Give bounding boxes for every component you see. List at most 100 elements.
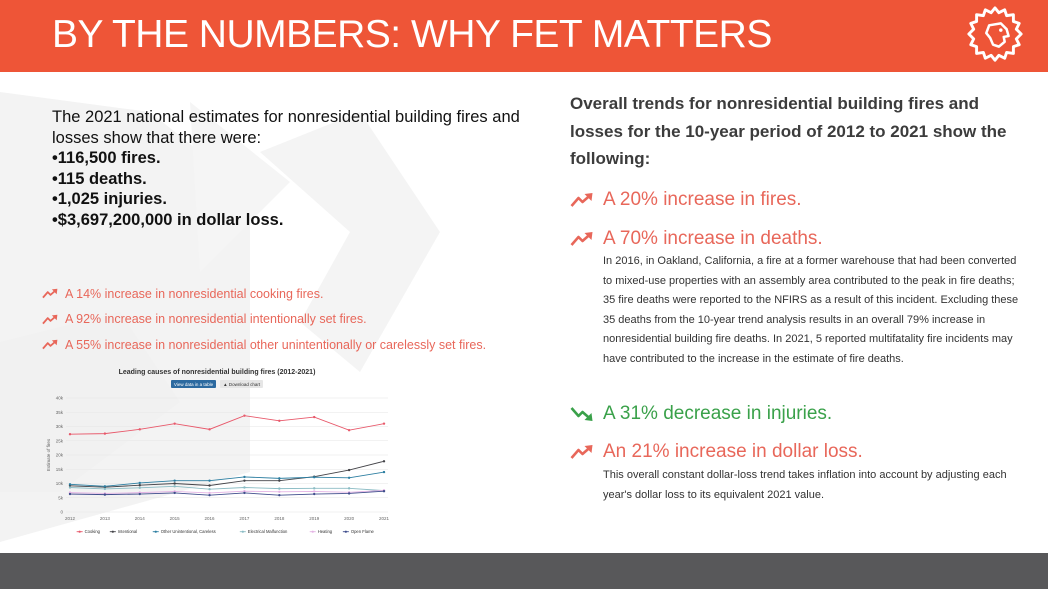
trend-up-arrow-icon: [42, 339, 58, 350]
estimate-injuries: •1,025 injuries.: [52, 190, 167, 208]
deaths-trend-note: In 2016, in Oakland, California, a fire …: [603, 255, 1019, 365]
data-point: [278, 487, 281, 490]
legend-marker: [241, 530, 244, 533]
y-tick-label: 15k: [56, 467, 64, 472]
y-tick-label: 20k: [56, 453, 64, 458]
trend-fires: A 20% increase in fires.: [570, 189, 802, 211]
series-line: [69, 485, 385, 492]
data-point: [278, 490, 281, 493]
data-point: [382, 489, 386, 493]
y-tick-label: 5k: [58, 495, 64, 500]
x-tick-label: 2012: [65, 516, 76, 521]
x-tick-label: 2016: [205, 516, 216, 521]
x-tick-label: 2020: [344, 516, 355, 521]
data-point: [68, 492, 72, 496]
trend-deaths: A 70% increase in deaths.: [570, 228, 823, 250]
data-point: [243, 475, 246, 479]
trend-dollar-loss: An 21% increase in dollar loss.: [570, 441, 863, 463]
data-point: [243, 486, 246, 489]
y-tick-label: 35k: [56, 410, 64, 415]
data-point: [173, 485, 176, 488]
trend-up-arrow-icon: [42, 288, 58, 299]
cause-trend-label: A 92% increase in nonresidential intenti…: [65, 312, 367, 327]
estimate-dollar-loss: •$3,697,200,000 in dollar loss.: [52, 210, 284, 229]
data-point: [347, 492, 351, 495]
cause-trend-intentional: A 92% increase in nonresidential intenti…: [42, 307, 542, 333]
trend-label: An 21% increase in dollar loss.: [603, 441, 863, 462]
y-tick-label: 10k: [56, 481, 64, 486]
data-point: [138, 428, 141, 431]
x-tick-label: 2013: [100, 516, 111, 521]
data-point: [68, 483, 72, 486]
x-tick-label: 2021: [379, 516, 390, 521]
data-point: [138, 484, 141, 487]
data-point: [313, 487, 316, 490]
data-point: [173, 482, 176, 485]
data-point: [68, 432, 72, 436]
legend-marker: [311, 530, 314, 533]
data-point: [313, 490, 316, 493]
x-tick-label: 2014: [135, 516, 146, 521]
data-point: [243, 489, 246, 493]
trend-up-arrow-icon: [570, 232, 593, 246]
y-tick-label: 25k: [56, 438, 64, 443]
data-point: [243, 491, 246, 495]
data-point: [103, 487, 107, 491]
y-axis-label: Estimate of fires: [46, 438, 51, 471]
data-point: [313, 415, 316, 419]
estimates-lead-text: The 2021 national estimates for nonresid…: [52, 108, 520, 147]
lion-head-logo-icon: [967, 6, 1023, 62]
legend-item: Electrical Malfunction: [248, 529, 288, 534]
data-point: [382, 422, 386, 425]
data-point: [208, 491, 211, 495]
cause-trend-label: A 14% increase in nonresidential cooking…: [65, 286, 324, 301]
data-point: [347, 468, 351, 472]
trend-label: A 20% increase in fires.: [603, 189, 802, 210]
trend-down-arrow-icon: [570, 407, 593, 421]
legend-item: Heating: [318, 529, 333, 534]
data-point: [347, 429, 351, 432]
data-point: [278, 479, 281, 482]
view-data-table-button[interactable]: View data in a table: [170, 380, 217, 388]
data-point: [243, 479, 246, 482]
data-point: [208, 493, 211, 497]
chart-title: Leading causes of nonresidential buildin…: [118, 369, 316, 376]
legend-item: Open Flame: [351, 529, 375, 534]
legend-item: Cooking: [85, 529, 101, 534]
data-point: [208, 479, 211, 482]
line-chart-svg: 0 5k 10k 15k 20k 25k 30k 35k 40k 2012 2013 2014 2015…: [46, 396, 390, 535]
data-point: [173, 491, 176, 495]
x-tick-label: 2018: [274, 516, 285, 521]
trend-label: A 31% decrease in injuries.: [603, 403, 833, 424]
series-line: [69, 490, 385, 496]
series-line: [69, 489, 385, 494]
national-estimates-summary: The 2021 national estimates for nonresid…: [52, 107, 552, 230]
series-line: [69, 415, 385, 435]
data-point: [138, 481, 141, 485]
estimate-fires: •116,500 fires.: [52, 149, 161, 167]
data-point: [278, 493, 281, 497]
legend-marker: [154, 530, 157, 533]
data-point: [382, 470, 386, 474]
y-tick-label: 40k: [56, 396, 64, 401]
chart-controls: View data in a table ▲ Download chart: [42, 380, 392, 388]
data-point: [103, 485, 107, 488]
data-point: [278, 419, 281, 422]
data-point: [278, 477, 281, 480]
data-point: [138, 486, 141, 489]
data-point: [208, 488, 211, 491]
y-tick-label: 0: [60, 510, 63, 515]
trend-up-arrow-icon: [570, 445, 593, 459]
dollar-loss-trend-note: This overall constant dollar-loss trend …: [603, 469, 1007, 501]
data-point: [382, 460, 386, 463]
cause-trend-cooking: A 14% increase in nonresidential cooking…: [42, 281, 542, 307]
trend-up-arrow-icon: [42, 314, 58, 324]
trend-injuries: A 31% decrease in injuries.: [570, 403, 832, 425]
page-title: BY THE NUMBERS: WHY FET MATTERS: [52, 13, 772, 56]
legend-marker: [111, 530, 114, 533]
data-point: [68, 486, 72, 489]
y-tick-label: 30k: [56, 424, 64, 429]
series-line: [69, 460, 385, 488]
trend-up-arrow-icon: [570, 193, 593, 207]
download-chart-button[interactable]: ▲ Download chart: [220, 380, 264, 388]
